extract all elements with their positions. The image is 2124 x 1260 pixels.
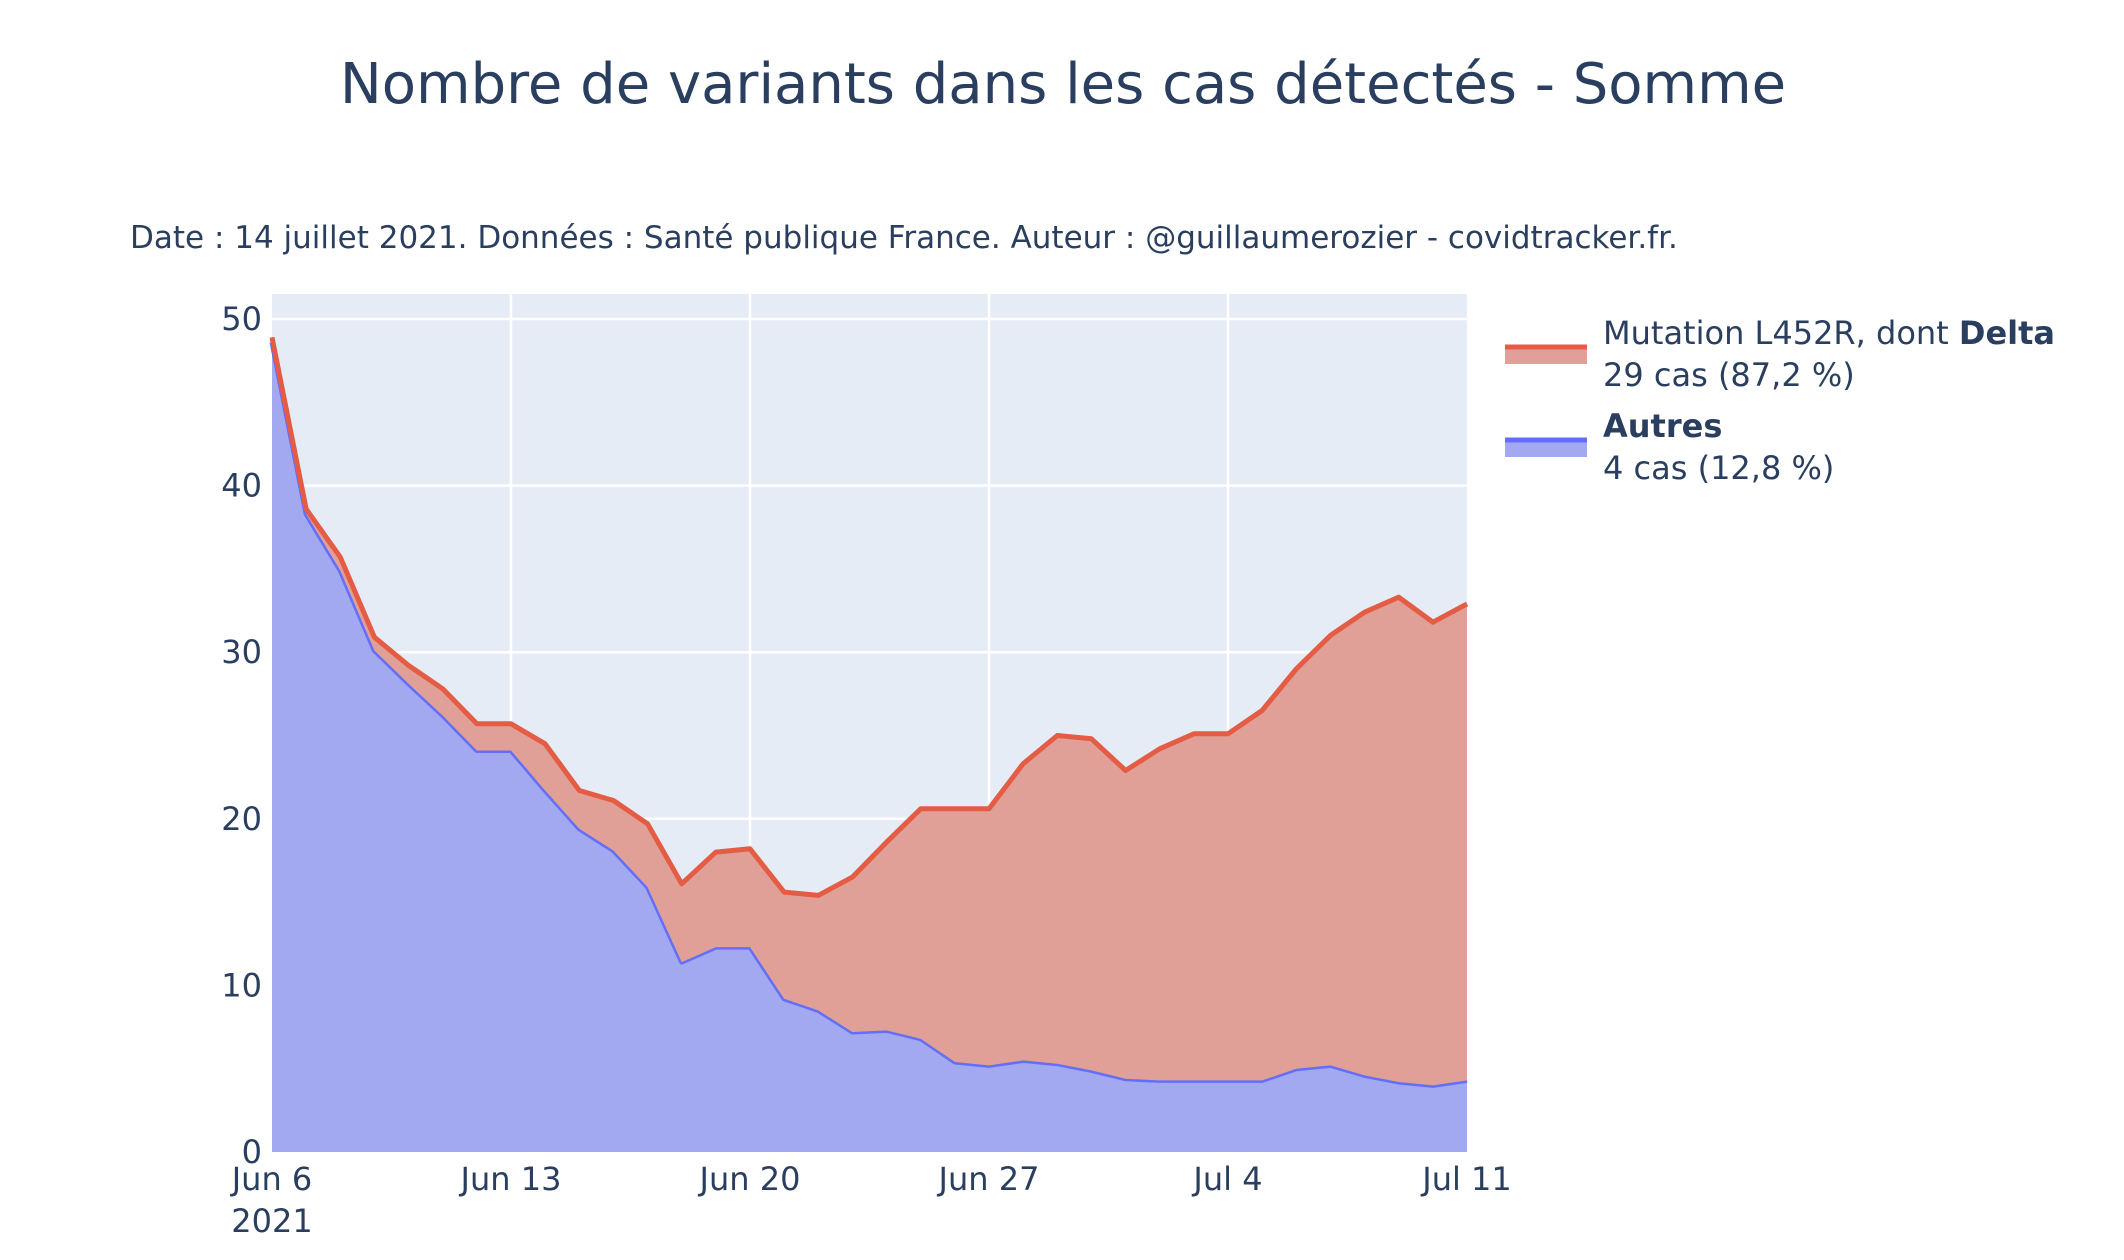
legend-label-autres: Autres	[1603, 407, 1722, 445]
area-fill-delta	[272, 337, 1467, 1086]
y-tick-label: 0	[242, 1133, 262, 1171]
y-tick-label: 30	[221, 633, 262, 671]
x-tick-year-label: 2021	[231, 1202, 312, 1240]
legend-label-delta: Mutation L452R, dont Delta	[1603, 314, 2055, 352]
chart-subtitle: Date : 14 juillet 2021. Données : Santé …	[130, 220, 1678, 256]
y-axis-tick-labels: 0 10 20 30 40 50	[221, 300, 262, 1171]
y-tick-label: 50	[221, 300, 262, 338]
chart-title: Nombre de variants dans les cas détectés…	[340, 52, 1786, 117]
x-tick-label: Jul 11	[1420, 1160, 1512, 1198]
legend[interactable]: Mutation L452R, dont Delta 29 cas (87,2 …	[1505, 314, 2055, 487]
legend-count-autres: 4 cas (12,8 %)	[1603, 449, 1834, 487]
area-series	[269, 336, 1469, 1152]
x-tick-label: Jun 6	[230, 1160, 313, 1198]
y-tick-label: 40	[221, 467, 262, 505]
area-fill-autres	[272, 342, 1467, 1152]
legend-swatch-delta	[1505, 347, 1587, 364]
x-tick-label: Jul 4	[1191, 1160, 1262, 1198]
x-axis-tick-labels: Jun 6 2021 Jun 13 Jun 20 Jun 27 Jul 4 Jul 11	[230, 1160, 1512, 1240]
legend-item-autres[interactable]: Autres 4 cas (12,8 %)	[1505, 407, 1834, 487]
y-tick-label: 10	[221, 966, 262, 1004]
x-tick-label: Jun 27	[937, 1160, 1040, 1198]
series-line-delta	[269, 336, 1469, 898]
legend-item-delta[interactable]: Mutation L452R, dont Delta 29 cas (87,2 …	[1505, 314, 2055, 394]
legend-swatch-autres	[1505, 440, 1587, 457]
y-tick-label: 20	[221, 800, 262, 838]
x-tick-label: Jun 20	[698, 1160, 801, 1198]
x-tick-label: Jun 13	[459, 1160, 562, 1198]
legend-count-delta: 29 cas (87,2 %)	[1603, 356, 1855, 394]
